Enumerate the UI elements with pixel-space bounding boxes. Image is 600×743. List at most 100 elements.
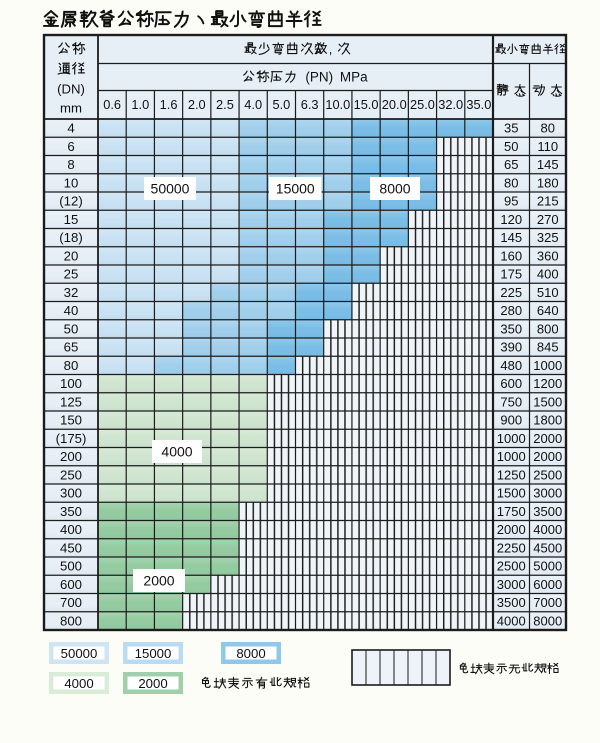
svg-text:15.0: 15.0	[354, 97, 379, 112]
svg-text:1.0: 1.0	[131, 97, 149, 112]
svg-text:1500: 1500	[497, 486, 526, 501]
svg-text:4.0: 4.0	[244, 97, 262, 112]
svg-text:6000: 6000	[533, 577, 562, 592]
svg-text:390: 390	[500, 340, 522, 355]
svg-text:3500: 3500	[533, 504, 562, 519]
svg-text:360: 360	[537, 248, 559, 263]
svg-text:700: 700	[60, 595, 82, 610]
svg-text:5000: 5000	[533, 559, 562, 574]
svg-text:1500: 1500	[533, 394, 562, 409]
svg-text:180: 180	[537, 175, 559, 190]
svg-text:mm: mm	[60, 101, 82, 116]
svg-text:1000: 1000	[533, 358, 562, 373]
svg-text:40: 40	[64, 303, 79, 318]
svg-text:2500: 2500	[533, 467, 562, 482]
svg-text:8: 8	[67, 157, 74, 172]
svg-text:50: 50	[504, 139, 518, 154]
svg-text:4500: 4500	[533, 540, 562, 555]
svg-text:20.0: 20.0	[382, 97, 407, 112]
svg-text:300: 300	[60, 486, 82, 501]
svg-text:600: 600	[500, 376, 522, 391]
svg-text:25: 25	[64, 267, 79, 282]
svg-text:150: 150	[60, 413, 82, 428]
svg-text:200: 200	[60, 449, 82, 464]
svg-text:2500: 2500	[497, 559, 526, 574]
svg-text:215: 215	[537, 194, 559, 209]
svg-text:145: 145	[537, 157, 559, 172]
svg-text:50000: 50000	[151, 181, 190, 197]
svg-text:2000: 2000	[533, 449, 562, 464]
svg-text:280: 280	[500, 303, 522, 318]
svg-text:2000: 2000	[533, 431, 562, 446]
svg-text:50000: 50000	[61, 646, 98, 661]
svg-text:15: 15	[64, 212, 79, 227]
svg-text:325: 325	[537, 230, 559, 245]
svg-text:800: 800	[60, 613, 82, 628]
svg-text:(12): (12)	[59, 194, 82, 209]
svg-text:640: 640	[537, 303, 559, 318]
svg-text:6: 6	[67, 139, 74, 154]
svg-text:4000: 4000	[533, 522, 562, 537]
svg-text:8000: 8000	[379, 181, 410, 197]
svg-text:50: 50	[64, 321, 79, 336]
svg-text:(18): (18)	[59, 230, 82, 245]
svg-text:32.0: 32.0	[438, 97, 463, 112]
svg-text:0.6: 0.6	[103, 97, 121, 112]
svg-text:65: 65	[504, 157, 518, 172]
svg-text:15000: 15000	[276, 181, 315, 197]
svg-text:4000: 4000	[64, 676, 93, 691]
svg-text:1000: 1000	[497, 449, 526, 464]
svg-text:95: 95	[504, 194, 518, 209]
svg-text:510: 510	[537, 285, 559, 300]
svg-text:400: 400	[537, 267, 559, 282]
svg-text:1.6: 1.6	[160, 97, 178, 112]
svg-text:225: 225	[500, 285, 522, 300]
svg-text:10: 10	[64, 175, 79, 190]
svg-text:1750: 1750	[497, 504, 526, 519]
svg-text:4000: 4000	[497, 613, 526, 628]
svg-text:120: 120	[500, 212, 522, 227]
svg-text:145: 145	[500, 230, 522, 245]
svg-text:400: 400	[60, 522, 82, 537]
svg-text:10.0: 10.0	[325, 97, 350, 112]
svg-text:25.0: 25.0	[410, 97, 435, 112]
svg-text:3500: 3500	[497, 595, 526, 610]
svg-text:350: 350	[60, 504, 82, 519]
svg-text:1200: 1200	[533, 376, 562, 391]
svg-text:(175): (175)	[56, 431, 87, 446]
svg-text:32: 32	[64, 285, 79, 300]
svg-text:35.0: 35.0	[466, 97, 491, 112]
svg-text:4000: 4000	[161, 444, 192, 460]
svg-text:2000: 2000	[138, 676, 167, 691]
svg-text:600: 600	[60, 577, 82, 592]
svg-text:8000: 8000	[236, 646, 265, 661]
svg-text:3000: 3000	[533, 486, 562, 501]
svg-text:,: ,	[329, 42, 333, 57]
svg-text:5.0: 5.0	[272, 97, 290, 112]
svg-text:900: 900	[500, 413, 522, 428]
svg-text:2.0: 2.0	[188, 97, 206, 112]
svg-text:1000: 1000	[497, 431, 526, 446]
svg-text:6.3: 6.3	[301, 97, 319, 112]
svg-text:800: 800	[537, 321, 559, 336]
svg-text:80: 80	[64, 358, 79, 373]
svg-text:2000: 2000	[143, 573, 174, 589]
svg-text:845: 845	[537, 340, 559, 355]
svg-text:160: 160	[500, 248, 522, 263]
svg-text:100: 100	[60, 376, 82, 391]
svg-text:4: 4	[67, 121, 74, 136]
svg-text:2.5: 2.5	[216, 97, 234, 112]
svg-text:750: 750	[500, 394, 522, 409]
svg-text:(DN): (DN)	[57, 82, 85, 97]
svg-text:450: 450	[60, 540, 82, 555]
svg-text:35: 35	[504, 121, 518, 136]
svg-text:7000: 7000	[533, 595, 562, 610]
svg-text:80: 80	[504, 175, 518, 190]
svg-text:15000: 15000	[135, 646, 172, 661]
svg-text:500: 500	[60, 559, 82, 574]
svg-text:20: 20	[64, 248, 79, 263]
svg-text:1800: 1800	[533, 413, 562, 428]
svg-text:(PN) MPa: (PN) MPa	[305, 70, 368, 85]
svg-text:110: 110	[537, 139, 558, 154]
svg-text:65: 65	[64, 340, 79, 355]
